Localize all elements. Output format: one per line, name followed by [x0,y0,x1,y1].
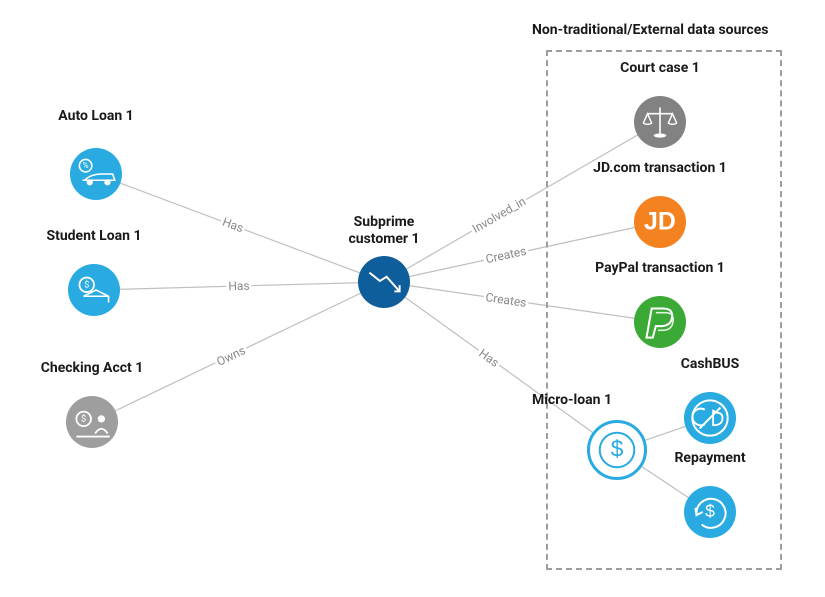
node-jd: JD JD.com transaction 1 [634,196,686,248]
svg-text:%: % [83,161,89,171]
node-student_loan: $ Student Loan 1 [68,264,120,316]
checking-icon: $ [66,396,118,448]
node-cashbus: CashBUS [684,392,736,444]
node-center: Subprimecustomer 1 [358,256,410,308]
svg-text:$: $ [84,279,89,290]
repayment-icon: $ [684,486,736,538]
node-checking: $ Checking Acct 1 [66,396,118,448]
node-label-paypal: PayPal transaction 1 [595,260,725,277]
node-repayment: $ Repayment [684,486,736,538]
node-label-repayment: Repayment [674,450,745,467]
cashbus-icon [684,392,736,444]
node-label-student_loan: Student Loan 1 [46,228,141,245]
diagram-canvas: Non-traditional/External data sources Su… [0,0,825,597]
jd-icon: JD [634,196,686,248]
edge-label-checking-center: Owns [212,342,249,369]
node-court_case: Court case 1 [634,96,686,148]
node-label-jd: JD.com transaction 1 [593,160,727,177]
svg-text:$: $ [81,413,86,424]
node-label-auto_loan: Auto Loan 1 [58,108,133,125]
paypal-icon [634,296,686,348]
edge-label-center-paypal: Creates [483,290,530,310]
node-label-center: Subprimecustomer 1 [348,214,419,248]
edge-label-center-microloan: Has [475,345,504,371]
node-microloan: $ Micro-loan 1 [587,420,647,480]
node-label-court_case: Court case 1 [620,60,700,77]
edge-label-center-jd: Creates [483,244,530,267]
node-label-cashbus: CashBUS [681,356,739,373]
microloan-icon: $ [587,420,647,480]
edge-label-auto_loan-center: Has [219,214,248,236]
edge-label-center-court_case: Involved_in [468,193,530,237]
court_case-icon [634,96,686,148]
node-paypal: PayPal transaction 1 [634,296,686,348]
student_loan-icon: $ [68,264,120,316]
external-data-title: Non-traditional/External data sources [532,22,768,38]
node-label-checking: Checking Acct 1 [41,360,144,377]
node-auto_loan: % Auto Loan 1 [70,148,122,200]
svg-text:$: $ [705,501,715,521]
auto_loan-icon: % [70,148,122,200]
center-icon [358,256,410,308]
svg-text:JD: JD [644,207,676,235]
edge-label-student_loan-center: Has [226,279,252,294]
node-label-microloan: Micro-loan 1 [532,392,612,409]
svg-text:$: $ [611,435,624,461]
